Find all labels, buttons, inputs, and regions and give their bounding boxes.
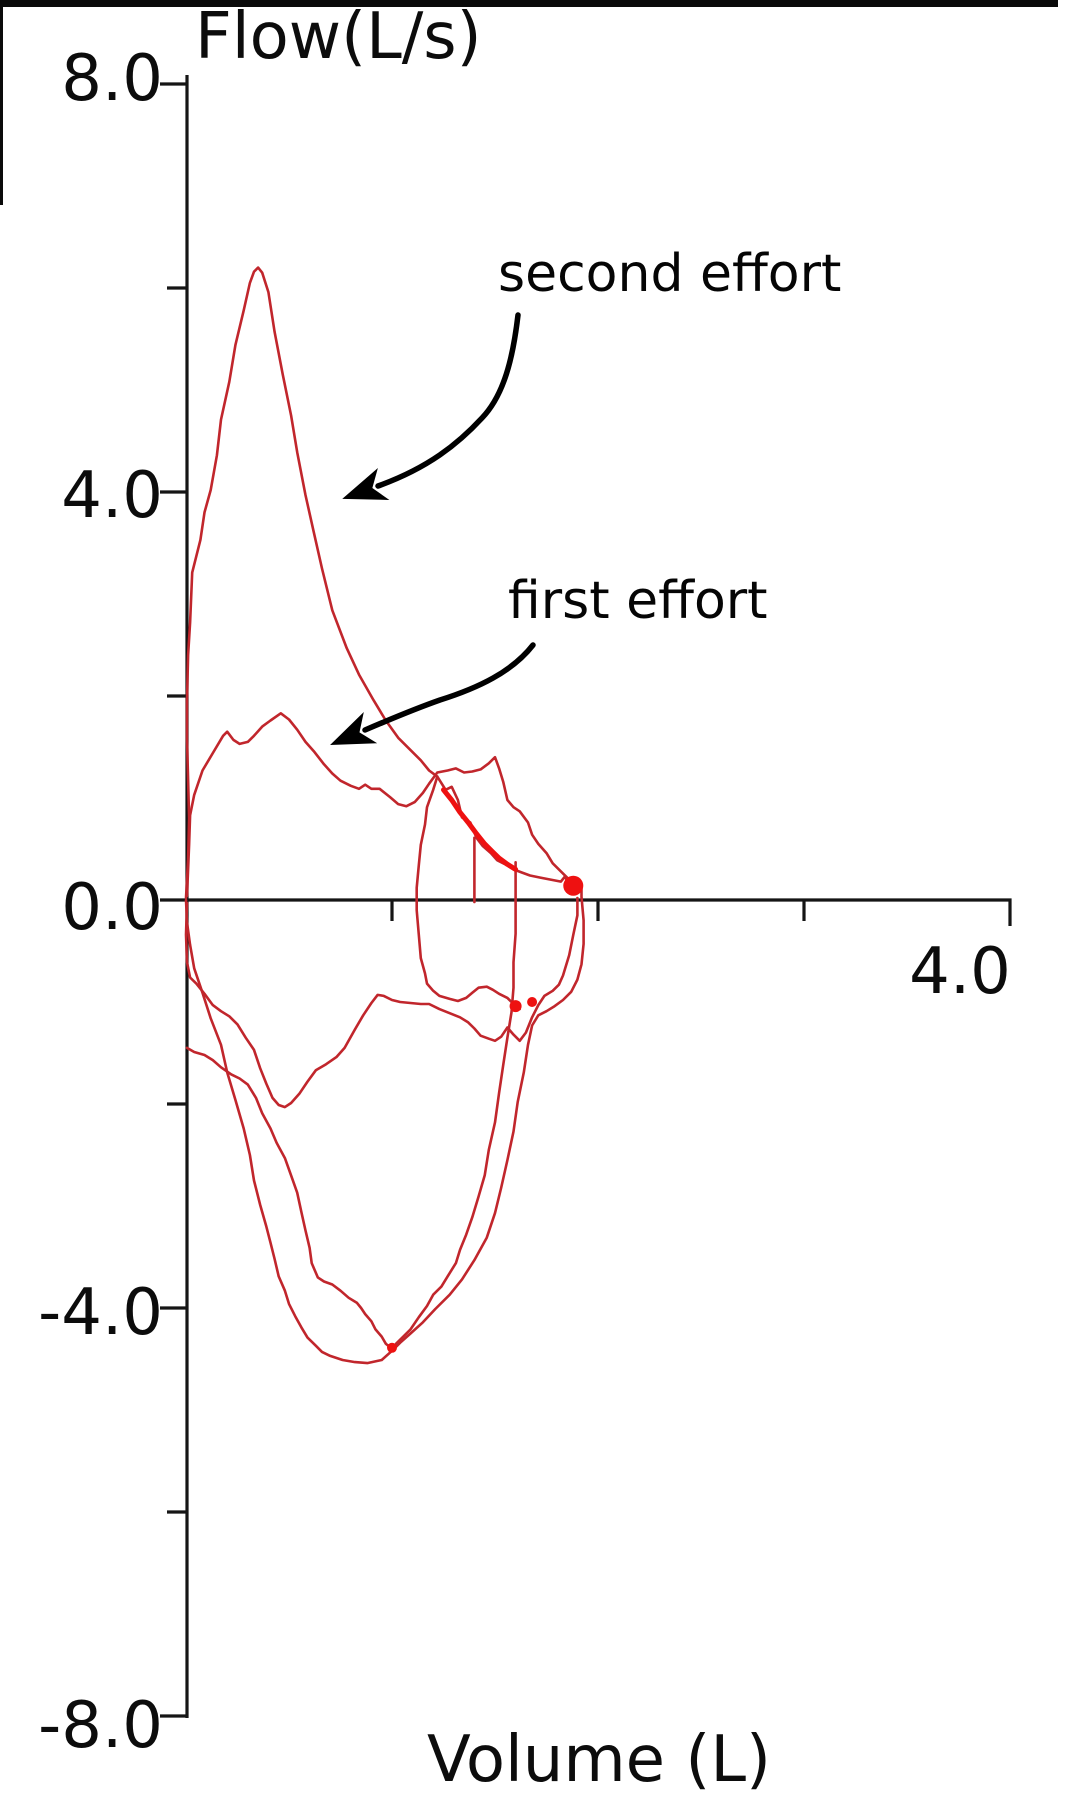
curve-overlap-highlight xyxy=(441,787,519,872)
second-effort-arrow xyxy=(342,312,521,500)
y-tick-label-neg8: -8.0 xyxy=(38,1689,163,1763)
second-effort-annotation: second effort xyxy=(498,244,842,304)
y-tick-label-0: 0.0 xyxy=(61,871,163,945)
annotation-arrows xyxy=(330,312,536,745)
first-effort-annotation: first effort xyxy=(508,571,768,631)
overlap-blob xyxy=(387,1342,397,1353)
x-axis-line xyxy=(160,898,1012,926)
flow-volume-curves xyxy=(184,266,585,1365)
curve-tidal-loop xyxy=(415,775,522,1011)
curve-first-effort-inspiratory-shallow xyxy=(184,896,579,1109)
first-effort-arrow xyxy=(330,642,536,745)
y-tick-label-4: 4.0 xyxy=(61,459,163,533)
overlap-blob xyxy=(527,997,538,1007)
axes xyxy=(160,75,1012,1718)
y-tick-label-neg4: -4.0 xyxy=(38,1276,163,1350)
left-border-line xyxy=(0,0,3,205)
overlap-blob xyxy=(563,875,584,896)
curve-second-effort-expiratory xyxy=(184,266,583,900)
overlap-blob xyxy=(509,1000,522,1013)
top-border-line xyxy=(0,0,1058,7)
flow-axis-title: Flow(L/s) xyxy=(195,0,482,74)
curve-first-effort-inspiratory-deep xyxy=(185,860,517,1351)
curve-second-effort-inspiratory-deep xyxy=(184,895,585,1365)
page-borders xyxy=(0,0,1058,205)
x-tick-label-4: 4.0 xyxy=(909,935,1011,1009)
y-tick-label-8: 8.0 xyxy=(61,42,163,116)
volume-axis-title: Volume (L) xyxy=(427,1723,771,1797)
curve-first-effort-expiratory xyxy=(185,711,579,898)
